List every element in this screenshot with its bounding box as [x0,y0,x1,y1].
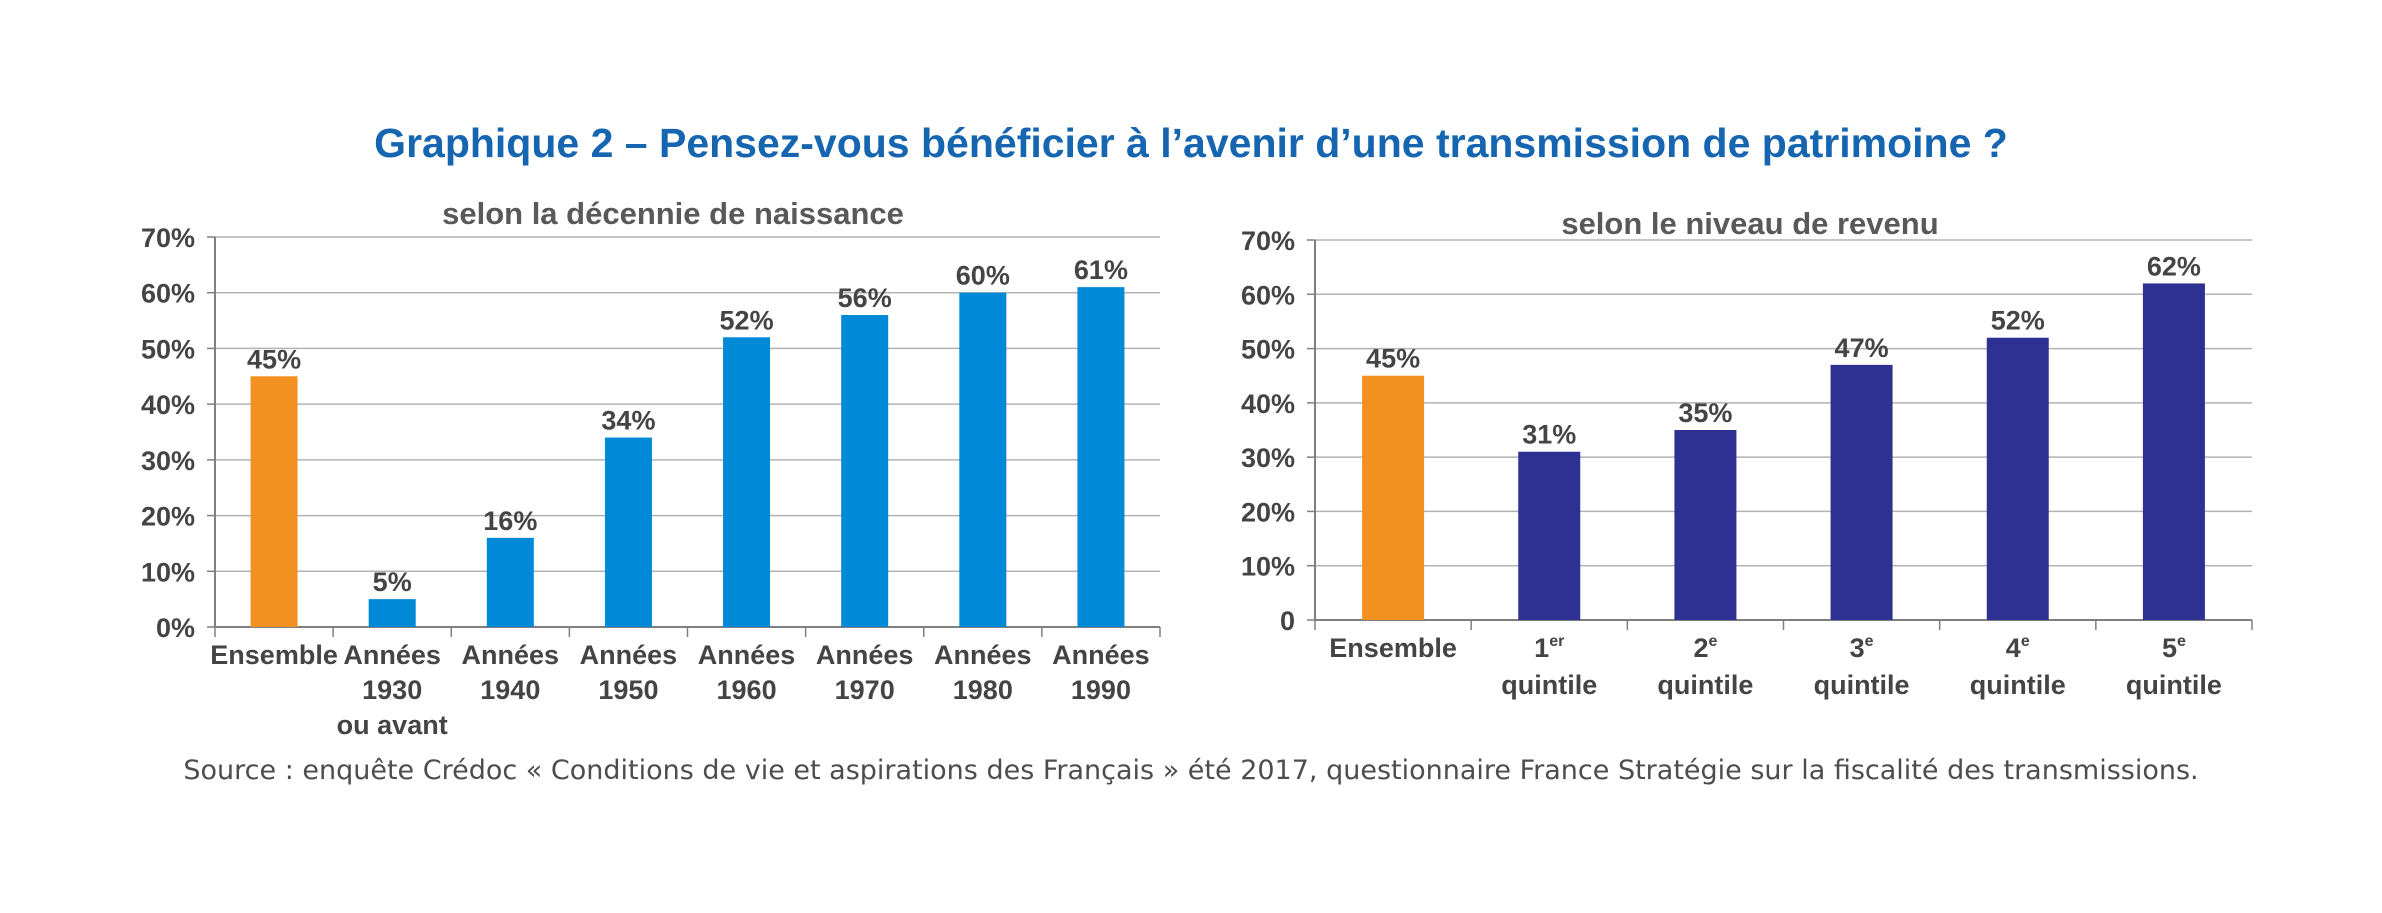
bar [1518,451,1581,620]
category-label: Ensemble [210,640,338,670]
bar [486,537,534,627]
bar [2142,283,2205,620]
category-label: Années [698,640,796,670]
chart-decade: selon la décennie de naissance 0% 10% 20% 30… [141,196,1161,740]
category-label: 1970 [835,675,895,705]
y-tick-label: 60% [1241,280,1295,310]
source-note: Source : enquête Crédoc « Conditions de … [183,755,2199,786]
bar [1077,287,1125,627]
data-label: 45% [1366,344,1420,374]
bar [841,315,889,627]
category-label: 1960 [717,675,777,705]
chart-income: selon le niveau de revenu 0 10% 20% 30% 40% 50… [1241,206,2253,700]
category-label: Années [1052,640,1150,670]
category-label: 1950 [598,675,658,705]
data-label: 52% [1991,306,2045,336]
data-label: 31% [1522,420,1576,450]
data-label: 16% [483,506,537,536]
bar [1674,430,1737,620]
main-title: Graphique 2 – Pensez-vous bénéficier à l… [374,120,2008,166]
category-label: 5e [2162,633,2186,663]
category-label: 1980 [953,675,1013,705]
category-label: 2e [1693,633,1717,663]
category-label: Années [343,640,441,670]
y-tick-label: 70% [1241,226,1295,256]
category-label: quintile [1814,670,1910,700]
data-label: 45% [247,344,301,374]
bar [250,376,298,627]
y-tick-label: 10% [1241,552,1295,582]
data-label: 56% [838,283,892,313]
data-label: 61% [1074,255,1128,285]
y-tick-label: 20% [1241,497,1295,527]
bar [959,292,1007,627]
category-label: Années [462,640,560,670]
category-label: Années [934,640,1032,670]
y-tick-label: 50% [1241,335,1295,365]
bar [1986,337,2049,620]
category-label: quintile [1657,670,1753,700]
category-label: 1940 [480,675,540,705]
category-label: 1990 [1071,675,1131,705]
y-tick-label: 0% [156,613,195,643]
category-label: quintile [1501,670,1597,700]
chart-subtitle: selon la décennie de naissance [442,196,904,231]
bar [723,337,771,627]
y-tick-label: 40% [141,390,195,420]
category-label: 4e [2006,633,2030,663]
bar [368,599,416,627]
y-tick-label: 30% [141,446,195,476]
category-label: 1er [1534,633,1564,663]
category-label: Années [580,640,678,670]
y-tick-label: 50% [141,334,195,364]
category-label: quintile [1970,670,2066,700]
y-tick-label: 60% [141,279,195,309]
category-label: 1930 [362,675,422,705]
chart-subtitle: selon le niveau de revenu [1561,206,1938,241]
bar [1830,364,1893,620]
bar [1362,375,1425,620]
y-tick-label: 0 [1280,606,1295,636]
bar [604,437,652,627]
y-tick-label: 10% [141,557,195,587]
data-label: 52% [720,305,774,335]
y-tick-label: 40% [1241,389,1295,419]
data-label: 60% [956,261,1010,291]
category-label: Ensemble [1329,633,1457,663]
category-label: 3e [1850,633,1874,663]
data-label: 5% [373,567,412,597]
data-label: 47% [1835,333,1889,363]
category-label: quintile [2126,670,2222,700]
category-label: Années [816,640,914,670]
category-label: ou avant [337,710,448,740]
y-tick-label: 30% [1241,443,1295,473]
data-label: 34% [601,406,655,436]
data-label: 62% [2147,251,2201,281]
data-label: 35% [1678,398,1732,428]
y-tick-label: 70% [141,223,195,253]
y-tick-label: 20% [141,502,195,532]
